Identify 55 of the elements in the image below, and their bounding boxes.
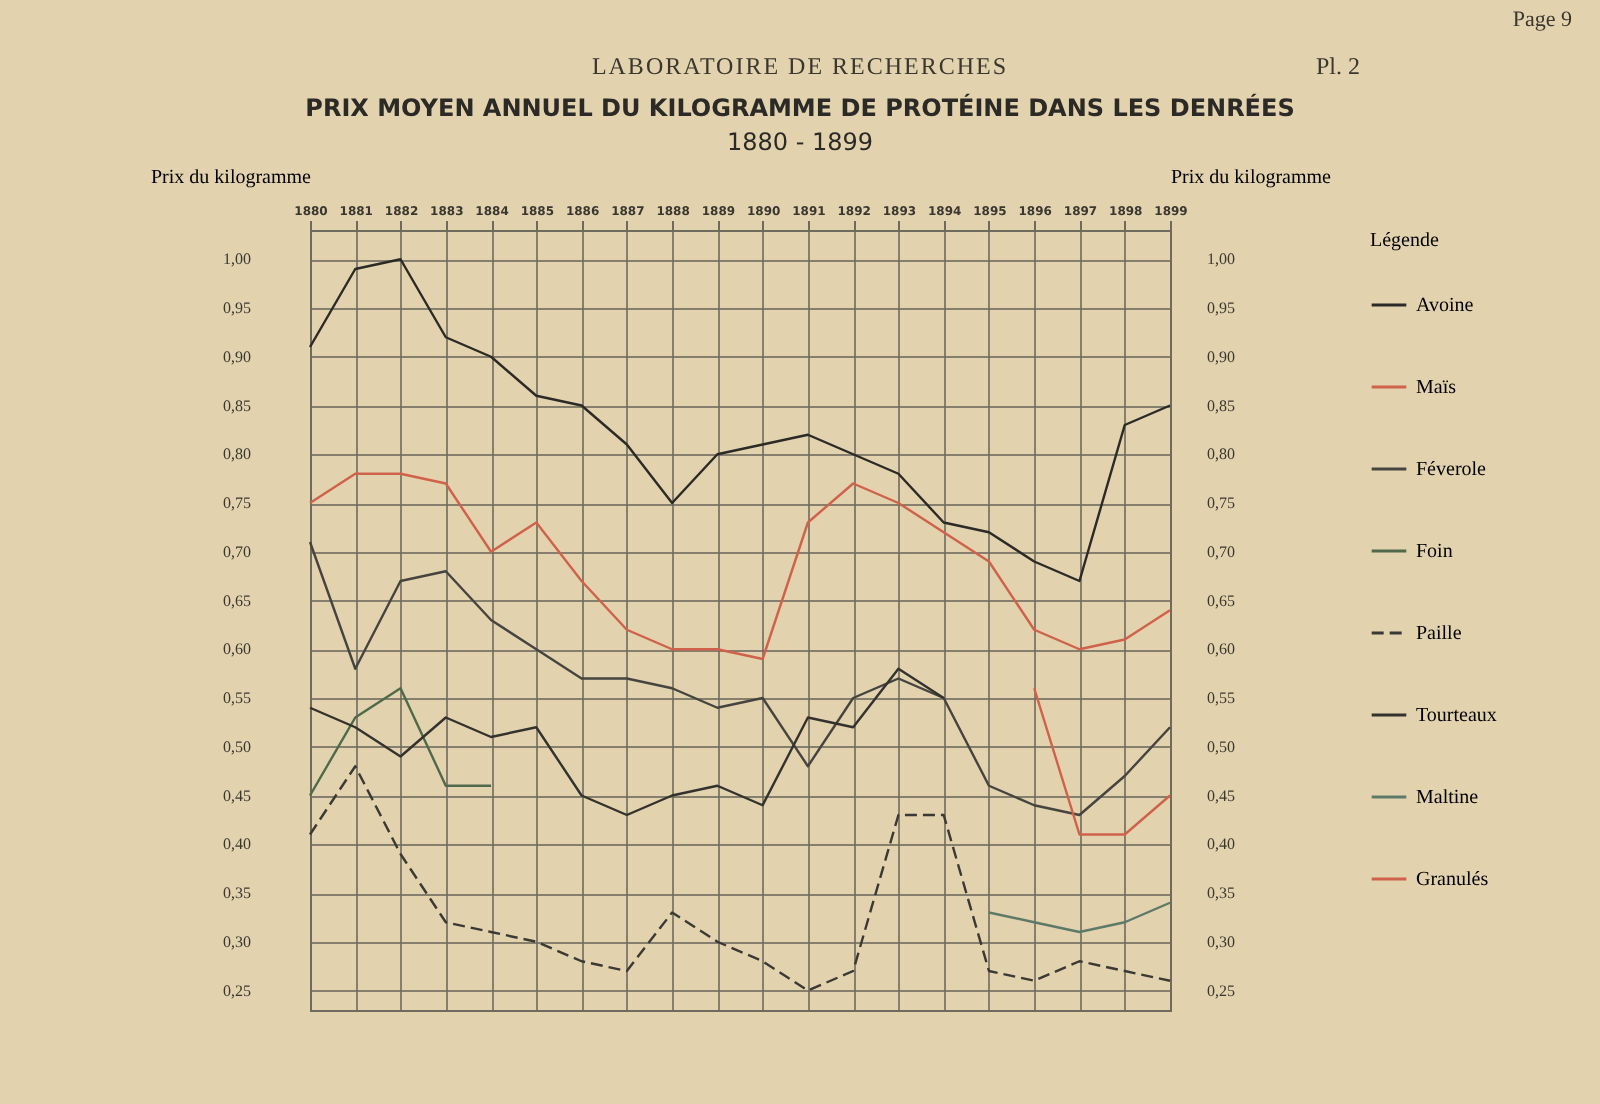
- legend-label: Maltine: [1416, 787, 1480, 809]
- legend-title: Légende: [1370, 230, 1440, 252]
- line-series: [308, 472, 1172, 661]
- y-tick-label: 0,50: [223, 737, 251, 756]
- y-axis-title: Prix du kilogramme: [151, 167, 313, 189]
- y-tick-label: 0,95: [223, 299, 251, 317]
- y2-tick-label: 0,50: [1207, 737, 1235, 756]
- y2-tick-label: 1,00: [1207, 250, 1235, 269]
- y-tick-label: 0,90: [223, 347, 251, 366]
- y2-tick-label: 0,80: [1207, 445, 1235, 464]
- legend-label: Féverole: [1416, 459, 1488, 481]
- y-tick-label: 0,30: [223, 932, 251, 951]
- line-series: [308, 540, 1172, 817]
- y2-tick-label: 0,95: [1207, 299, 1235, 317]
- y2-tick-label: 0,60: [1207, 640, 1235, 659]
- chart-subtitle: 1880 - 1899: [724, 126, 876, 158]
- text: Pl. 2: [1315, 52, 1360, 82]
- text: Page 9: [1512, 8, 1572, 32]
- text: LABORATOIRE DE RECHERCHES: [591, 52, 1009, 80]
- y-tick-label: 1,00: [223, 250, 251, 269]
- y-tick-label: 0,60: [223, 640, 251, 659]
- y-tick-label: 0,35: [223, 884, 251, 902]
- y2-tick-label: 0,75: [1207, 494, 1235, 512]
- line-series: [987, 901, 1172, 934]
- line-series: [308, 258, 1172, 583]
- y-tick-label: 0,45: [223, 786, 251, 805]
- y2-tick-label: 0,40: [1207, 835, 1235, 854]
- y2-tick-label: 0,90: [1207, 347, 1235, 366]
- legend-label: Granulés: [1416, 869, 1489, 891]
- line-series: [308, 687, 493, 797]
- y2-tick-label: 0,85: [1207, 396, 1235, 415]
- y2-tick-label: 0,65: [1207, 591, 1235, 610]
- y-tick-label: 0,65: [223, 591, 251, 610]
- y2-tick-label: 0,35: [1207, 884, 1235, 902]
- legend-label: Paille: [1416, 623, 1463, 645]
- legend-label: Foin: [1416, 541, 1453, 563]
- line-series: [308, 667, 945, 817]
- y-tick-label: 0,25: [223, 981, 251, 1000]
- legend-label: Maïs: [1416, 377, 1457, 399]
- y2-tick-label: 0,70: [1207, 542, 1235, 561]
- y-tick-label: 0,40: [223, 835, 251, 854]
- legend-label: Tourteaux: [1416, 705, 1497, 727]
- y-tick-label: 0,70: [223, 542, 251, 561]
- y-tick-label: 0,80: [223, 445, 251, 464]
- line-series: [308, 765, 1172, 992]
- y2-tick-label: 0,55: [1207, 689, 1235, 707]
- y-tick-label: 0,55: [223, 689, 251, 707]
- y2-tick-label: 0,45: [1207, 786, 1235, 805]
- y-tick-label: 0,85: [223, 396, 251, 415]
- y2-tick-label: 0,30: [1207, 932, 1235, 951]
- y2-axis-title: Prix du kilogramme: [1171, 167, 1333, 189]
- chart-title: PRIX MOYEN ANNUEL DU KILOGRAMME DE PROTÉINE DANS LES DENRÉES: [303, 91, 1297, 126]
- y-tick-label: 0,75: [223, 494, 251, 512]
- y2-tick-label: 0,25: [1207, 981, 1235, 1000]
- legend-label: Avoine: [1416, 295, 1475, 317]
